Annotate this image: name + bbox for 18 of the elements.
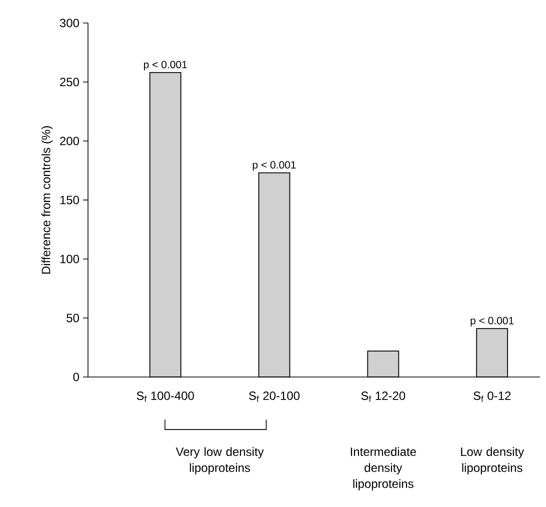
annotation: p < 0.001	[144, 60, 187, 70]
text: Low density lipoproteins	[461, 447, 524, 474]
annotation: p < 0.001	[470, 316, 514, 326]
y-tick-label: 150	[60, 196, 80, 204]
y-tick-label: 100	[60, 254, 80, 264]
x-tick-label: S$_{f}$ 20-100	[249, 392, 300, 402]
x-tick-label: S$_{f}$ 12-20	[361, 392, 406, 402]
text: Intermediate density lipoproteins	[350, 447, 416, 490]
annotation: p < 0.001	[252, 161, 296, 171]
y-axis-title: Difference from controls (%)	[41, 126, 53, 274]
y-tick-label: 300	[60, 18, 80, 28]
y-tick-label: 250	[60, 78, 80, 86]
y-tick-label: 0	[73, 372, 80, 382]
x-tick-label: S$_{f}$ 0-12	[474, 392, 511, 402]
y-tick-label: 200	[60, 136, 80, 146]
x-tick-label: S$_{f}$ 100-400	[136, 392, 194, 402]
y-tick-label: 50	[66, 314, 80, 322]
text: Very low density lipoproteins	[176, 447, 264, 474]
